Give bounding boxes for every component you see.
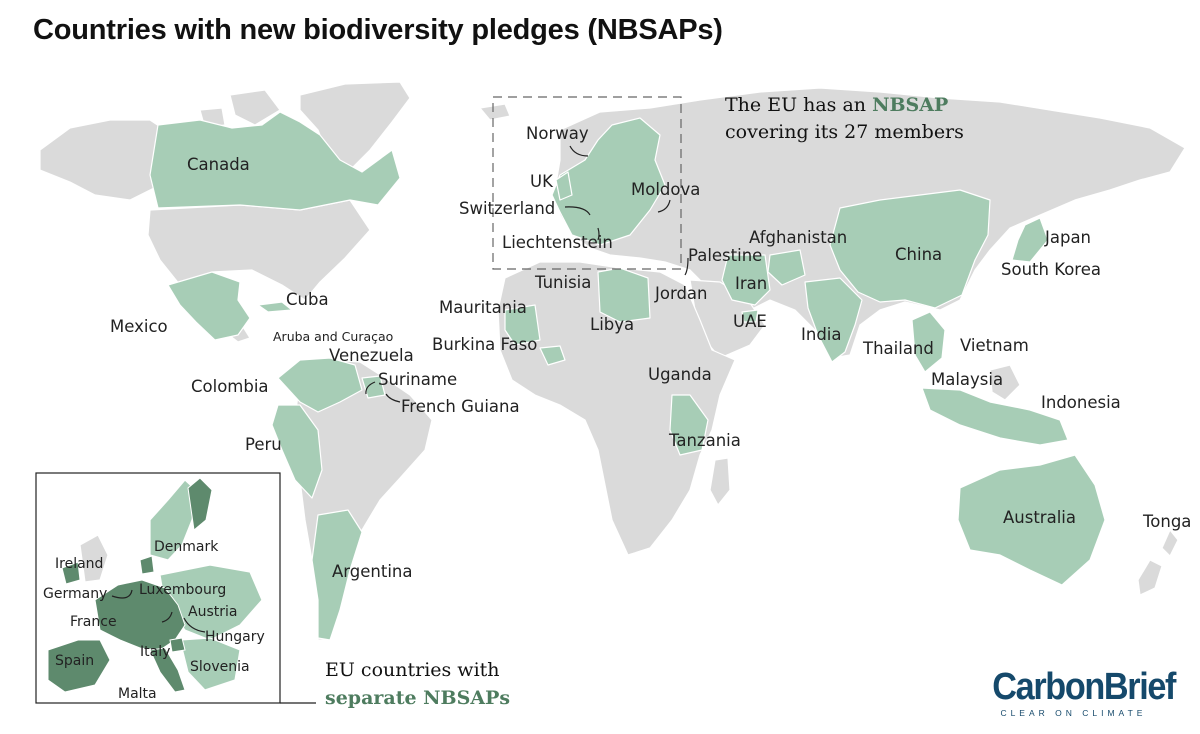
mauritania-shape — [504, 304, 541, 346]
inset-finland-shape — [187, 477, 213, 531]
leader-lines — [365, 145, 689, 403]
inset-italy-shape — [149, 647, 186, 693]
label-tonga: Tonga — [1142, 512, 1191, 531]
china-shape — [829, 189, 991, 309]
eu-dashed-box — [492, 96, 682, 270]
inset-label-italy: Italy — [140, 644, 170, 660]
label-indonesia: Indonesia — [1041, 393, 1121, 412]
eu-note-line1: The EU has an NBSAP — [725, 94, 948, 116]
uk-shape — [555, 171, 573, 201]
inset-scandinavia-shape — [149, 479, 199, 561]
page-title: Countries with new biodiversity pledges … — [33, 14, 723, 46]
tanzania-uganda-shape — [669, 394, 709, 456]
europe-shape — [551, 117, 666, 246]
label-malaysia: Malaysia — [931, 370, 1003, 389]
label-aruba: Aruba and Curaçao — [273, 329, 393, 344]
label-cuba: Cuba — [286, 290, 329, 309]
label-japan: Japan — [1044, 228, 1091, 247]
label-canada: Canada — [187, 155, 250, 174]
inset-label-malta: Malta — [118, 686, 157, 702]
label-liechtenstein: Liechtenstein — [502, 233, 613, 252]
colombia-venezuela-shape — [277, 357, 363, 413]
label-venezuela: Venezuela — [329, 346, 414, 365]
label-uae: UAE — [733, 312, 767, 331]
libya-tunisia-shape — [597, 267, 651, 323]
label-suriname: Suriname — [378, 370, 457, 389]
inset-label-spain: Spain — [55, 653, 94, 669]
malaysia-indonesia-shape — [921, 387, 1069, 446]
inset-label-austria: Austria — [188, 604, 237, 620]
eu-note-line2: covering its 27 members — [725, 121, 964, 143]
label-south-korea: South Korea — [1001, 260, 1101, 279]
inset-note-line2: separate NBSAPs — [325, 687, 510, 709]
inset-label-france: France — [70, 614, 117, 630]
label-switzerland: Switzerland — [459, 199, 555, 218]
label-mexico: Mexico — [110, 317, 168, 336]
burkina-faso-shape — [539, 345, 566, 366]
label-india: India — [801, 325, 842, 344]
alaska-shape — [39, 119, 166, 201]
carbonbrief-logo: CarbonBrief CLEAR ON CLIMATE — [972, 666, 1176, 718]
label-australia: Australia — [1003, 508, 1076, 527]
label-jordan: Jordan — [654, 284, 708, 303]
label-vietnam: Vietnam — [960, 336, 1029, 355]
label-afghanistan: Afghanistan — [749, 228, 847, 247]
label-peru: Peru — [245, 435, 282, 454]
thailand-vietnam-shape — [911, 311, 946, 373]
japan-korea-shape — [1011, 217, 1049, 263]
cuba-shape — [257, 301, 293, 313]
australia-shape — [957, 454, 1106, 586]
mexico-shape — [167, 271, 251, 341]
inset-label-slovenia: Slovenia — [190, 659, 250, 675]
label-colombia: Colombia — [191, 377, 269, 396]
argentina-shape — [311, 509, 363, 641]
africa-shape — [497, 261, 736, 556]
afghanistan-shape — [767, 249, 806, 286]
logo-wordmark: CarbonBrief — [992, 666, 1176, 708]
label-norway: Norway — [526, 124, 589, 143]
iran-shape — [721, 254, 771, 306]
label-tanzania: Tanzania — [668, 431, 741, 450]
label-thailand: Thailand — [862, 339, 934, 358]
inset-ireland-shape — [61, 561, 81, 585]
inset-spain-shape — [47, 639, 111, 693]
label-burkina-faso: Burkina Faso — [432, 335, 537, 354]
india-shape — [804, 277, 863, 363]
inset-label-denmark: Denmark — [154, 539, 219, 555]
inset-label-hungary: Hungary — [205, 629, 265, 645]
eu-inset: Ireland Denmark Germany Luxembourg Austr… — [35, 472, 316, 704]
label-moldova: Moldova — [631, 180, 700, 199]
inset-label-ireland: Ireland — [55, 556, 103, 572]
peru-shape — [271, 404, 323, 499]
label-uk: UK — [530, 172, 554, 191]
inset-label-germany: Germany — [43, 586, 107, 602]
inset-slovenia-shape — [169, 637, 186, 653]
label-china: China — [895, 245, 942, 264]
label-uganda: Uganda — [648, 365, 712, 384]
label-libya: Libya — [590, 315, 634, 334]
inset-note-line1: EU countries with — [325, 659, 500, 681]
canada-shape — [149, 111, 401, 211]
label-mauritania: Mauritania — [439, 298, 527, 317]
label-french-guiana: French Guiana — [401, 397, 520, 416]
pledge-layer — [149, 111, 1106, 641]
inset-label-luxembourg: Luxembourg — [139, 582, 226, 598]
label-palestine: Palestine — [688, 246, 762, 265]
logo-tagline: CLEAR ON CLIMATE — [1000, 708, 1147, 718]
label-iran: Iran — [735, 274, 767, 293]
label-tunisia: Tunisia — [534, 273, 591, 292]
uae-shape — [741, 309, 759, 323]
country-labels: Canada Mexico Cuba Aruba and Curaçao Ven… — [110, 124, 1191, 581]
inset-denmark-shape — [139, 555, 155, 575]
label-argentina: Argentina — [332, 562, 413, 581]
